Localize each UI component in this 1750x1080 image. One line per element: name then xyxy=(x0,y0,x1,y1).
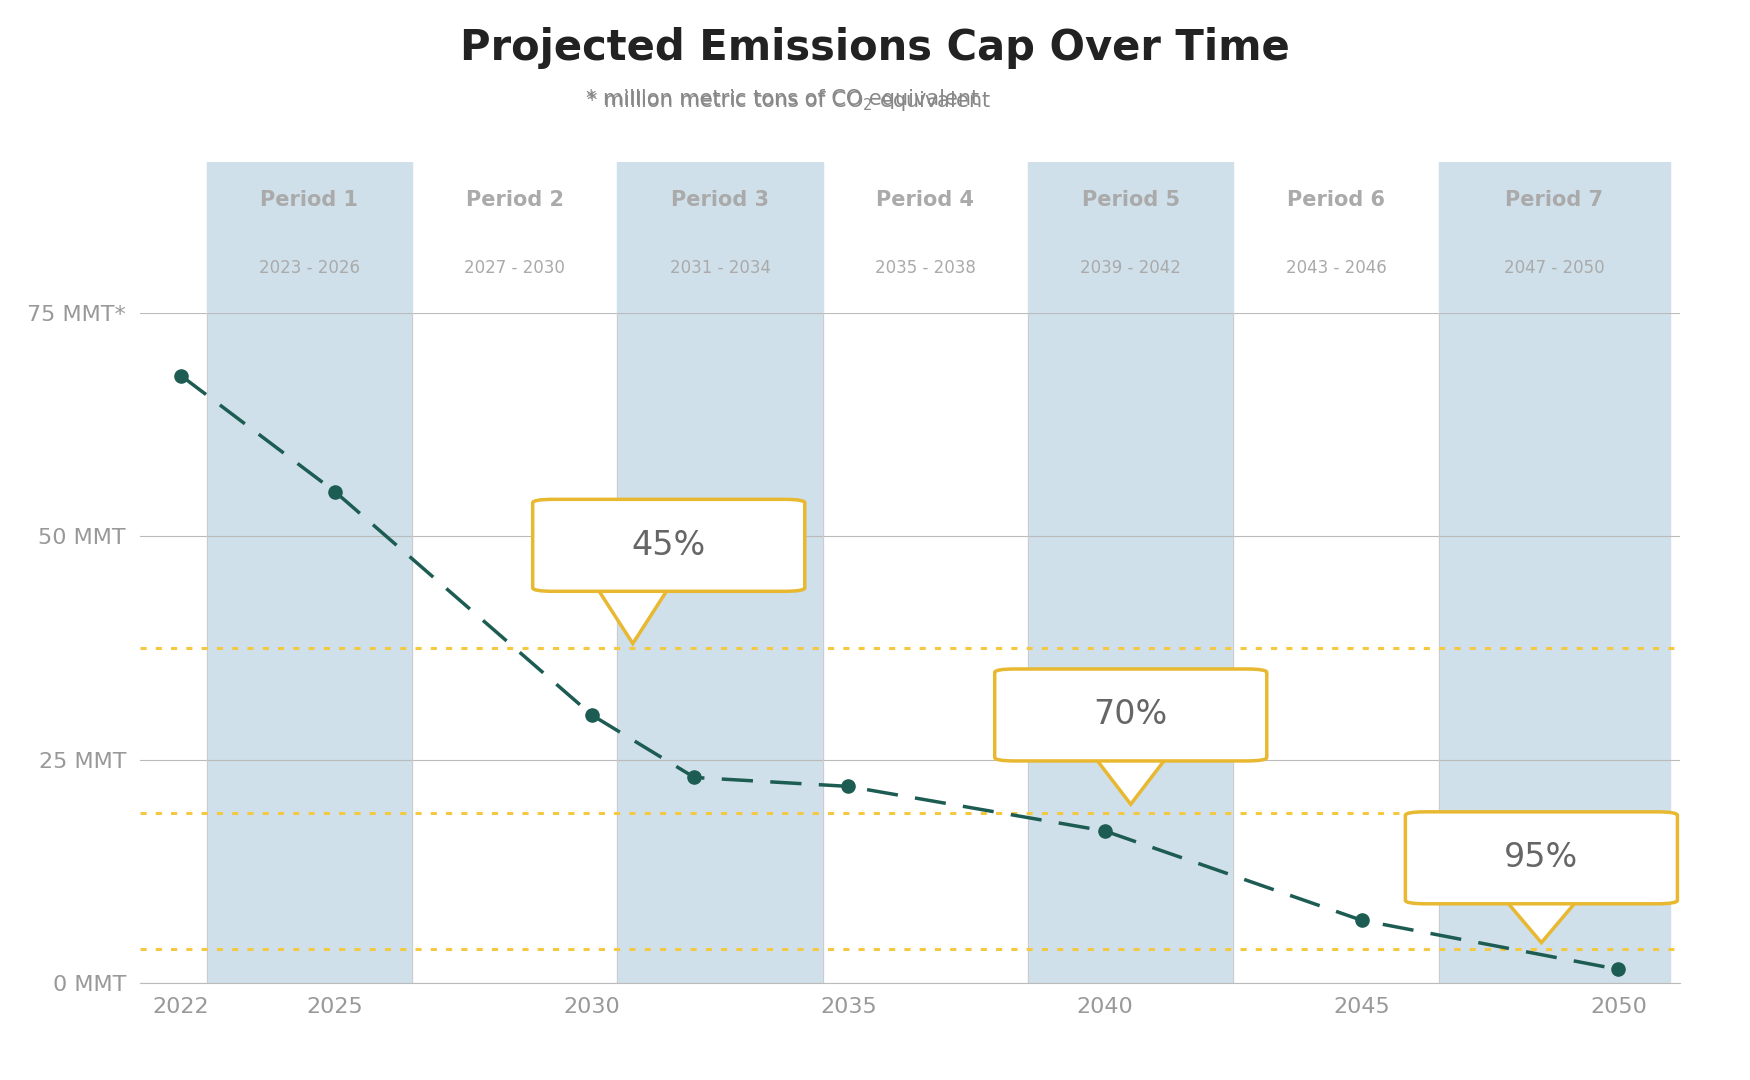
Text: 95%: 95% xyxy=(1505,841,1578,875)
Text: 2043 - 2046: 2043 - 2046 xyxy=(1286,259,1386,276)
Point xyxy=(1090,822,1118,839)
Text: * million metric tons of CO equivalent: * million metric tons of CO equivalent xyxy=(586,89,980,109)
Text: * million metric tons of CO$_2$ equivalent: * million metric tons of CO$_2$ equivale… xyxy=(586,89,990,112)
Point xyxy=(320,483,348,500)
Text: Period 5: Period 5 xyxy=(1082,190,1180,210)
Point xyxy=(1605,961,1633,978)
Polygon shape xyxy=(597,588,668,644)
FancyBboxPatch shape xyxy=(994,669,1267,761)
Bar xyxy=(206,162,411,313)
Text: 2035 - 2038: 2035 - 2038 xyxy=(875,259,977,276)
Text: Period 1: Period 1 xyxy=(261,190,359,210)
Polygon shape xyxy=(1505,901,1577,943)
Text: Projected Emissions Cap Over Time: Projected Emissions Cap Over Time xyxy=(460,27,1290,69)
Bar xyxy=(618,313,822,983)
Text: 2023 - 2026: 2023 - 2026 xyxy=(259,259,360,276)
Polygon shape xyxy=(1096,757,1167,805)
Text: Period 4: Period 4 xyxy=(877,190,975,210)
Text: 2031 - 2034: 2031 - 2034 xyxy=(670,259,770,276)
Text: 2039 - 2042: 2039 - 2042 xyxy=(1080,259,1181,276)
Point xyxy=(166,367,194,384)
Point xyxy=(578,706,605,724)
Point xyxy=(835,778,863,795)
Text: 70%: 70% xyxy=(1094,699,1167,731)
Bar xyxy=(1027,162,1234,313)
Text: Period 3: Period 3 xyxy=(670,190,768,210)
Polygon shape xyxy=(1512,891,1572,901)
FancyBboxPatch shape xyxy=(1405,812,1678,904)
Bar xyxy=(1438,313,1670,983)
Text: Period 7: Period 7 xyxy=(1505,190,1603,210)
Point xyxy=(1348,912,1376,929)
Text: 45%: 45% xyxy=(632,529,705,562)
Text: Period 6: Period 6 xyxy=(1286,190,1384,210)
Text: 2047 - 2050: 2047 - 2050 xyxy=(1503,259,1605,276)
Text: 2027 - 2030: 2027 - 2030 xyxy=(464,259,565,276)
Bar xyxy=(1027,313,1234,983)
Bar xyxy=(618,162,822,313)
Bar xyxy=(1438,162,1670,313)
Polygon shape xyxy=(604,579,663,589)
Polygon shape xyxy=(1101,748,1160,758)
Text: Period 2: Period 2 xyxy=(466,190,564,210)
Bar xyxy=(206,313,411,983)
Point xyxy=(681,769,709,786)
FancyBboxPatch shape xyxy=(532,499,805,592)
